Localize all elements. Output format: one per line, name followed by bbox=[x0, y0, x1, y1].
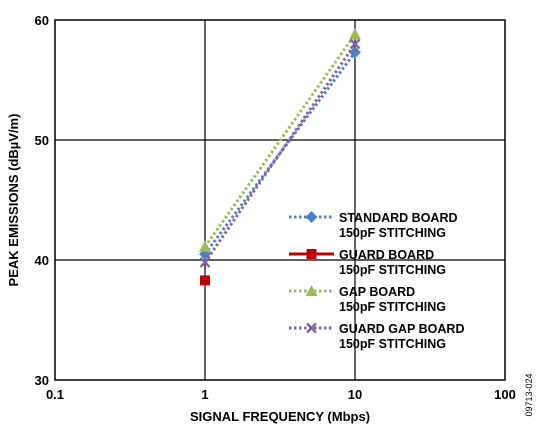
series-layer bbox=[199, 28, 361, 286]
x-stroke bbox=[306, 322, 317, 334]
data-point bbox=[349, 46, 361, 59]
figure-code: 09713-024 bbox=[524, 373, 534, 416]
data-point bbox=[199, 240, 211, 252]
y-tick-label: 60 bbox=[35, 13, 49, 28]
x-tick-label: 100 bbox=[494, 387, 516, 402]
tick-labels: 0.1 1 10 100 30 40 50 60 bbox=[35, 13, 516, 402]
x-tick-label: 10 bbox=[348, 387, 362, 402]
legend-swatch-marker bbox=[306, 322, 317, 334]
series-3 bbox=[199, 38, 361, 268]
series-1 bbox=[200, 275, 210, 286]
legend-swatch-marker bbox=[305, 285, 318, 296]
y-tick-label: 50 bbox=[35, 133, 49, 148]
y-axis-title: PEAK EMISSIONS (dBµV/m) bbox=[6, 114, 21, 287]
legend-label: 150pF STITCHING bbox=[339, 300, 446, 314]
plot-area bbox=[54, 19, 506, 381]
series-2 bbox=[199, 28, 361, 252]
x-tick-label: 1 bbox=[201, 387, 208, 402]
legend-label: GUARD BOARD bbox=[339, 248, 434, 262]
y-tick-label: 30 bbox=[35, 373, 49, 388]
x-stroke bbox=[349, 38, 361, 50]
legend-label: STANDARD BOARD bbox=[339, 211, 458, 225]
data-point bbox=[349, 38, 361, 50]
legend-label: GUARD GAP BOARD bbox=[339, 322, 464, 336]
series-line bbox=[203, 33, 357, 248]
legend-swatch-marker bbox=[305, 211, 318, 223]
legend-label: 150pF STITCHING bbox=[339, 337, 446, 351]
legend-label: GAP BOARD bbox=[339, 285, 415, 299]
x-stroke bbox=[199, 257, 211, 268]
legend-label: 150pF STITCHING bbox=[339, 226, 446, 240]
x-tick-label: 0.1 bbox=[46, 387, 64, 402]
x-axis-title: SIGNAL FREQUENCY (Mbps) bbox=[190, 409, 370, 424]
data-point bbox=[200, 275, 210, 286]
data-point bbox=[199, 257, 211, 268]
series-line bbox=[203, 43, 357, 264]
legend-label: 150pF STITCHING bbox=[339, 263, 446, 277]
data-point bbox=[349, 28, 361, 40]
legend-swatch-marker bbox=[306, 249, 317, 259]
y-tick-label: 40 bbox=[35, 253, 49, 268]
